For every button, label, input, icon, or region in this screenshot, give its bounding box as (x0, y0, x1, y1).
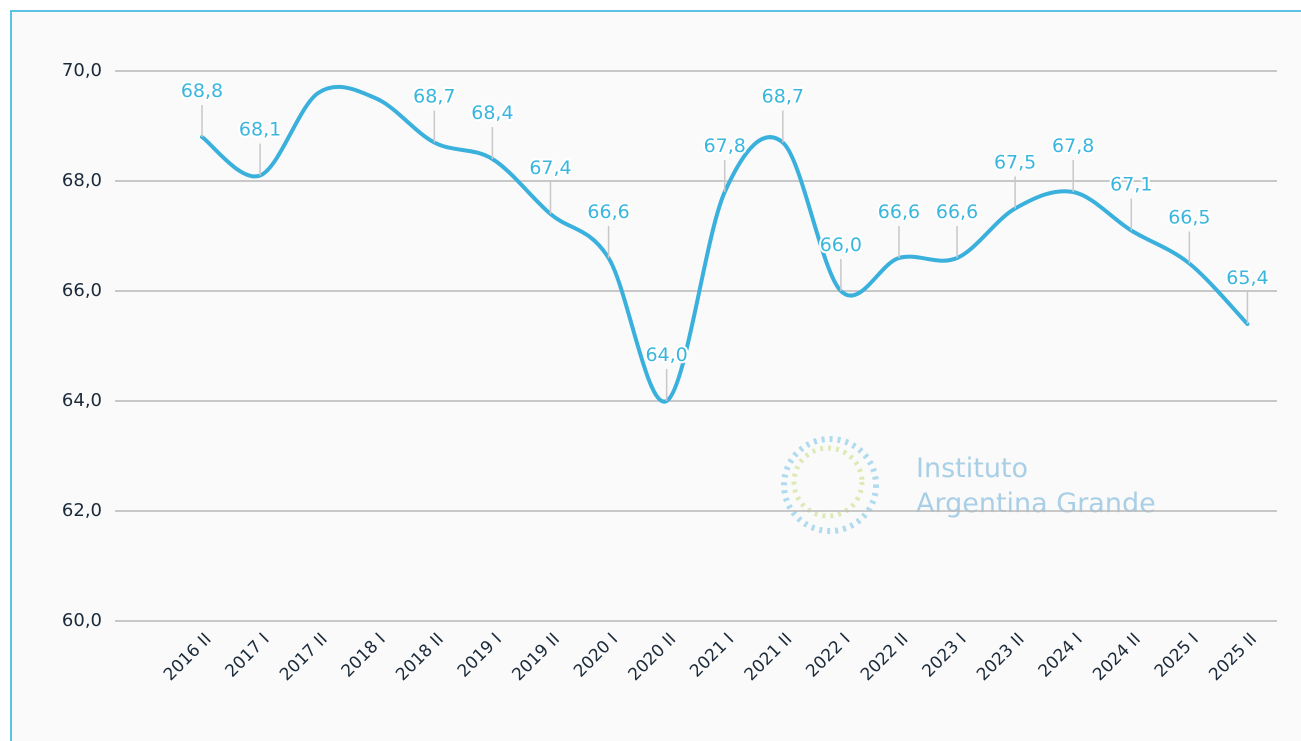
data-label: 67,4 (529, 157, 571, 179)
y-tick-label: 64,0 (62, 390, 102, 411)
data-label: 65,4 (1226, 267, 1268, 289)
data-label: 67,8 (1052, 135, 1094, 157)
y-tick-label: 60,0 (62, 610, 102, 631)
line (200, 84, 1250, 404)
data-label: 66,6 (936, 201, 978, 223)
data-label: 68,8 (181, 80, 223, 102)
data-label: 67,8 (704, 135, 746, 157)
data-label: 66,0 (820, 234, 862, 256)
y-tick-label: 70,0 (62, 60, 102, 81)
watermark-text: Instituto (916, 453, 1028, 484)
watermark-text: Argentina Grande (916, 488, 1156, 519)
data-label: 64,0 (645, 344, 687, 366)
data-label: 67,1 (1110, 174, 1152, 196)
data-label: 68,4 (471, 102, 513, 124)
data-label: 68,7 (413, 86, 455, 108)
data-label: 66,6 (587, 201, 629, 223)
frame (10, 10, 1301, 741)
y-tick-label: 66,0 (62, 280, 102, 301)
data-label: 68,7 (762, 86, 804, 108)
data-label: 67,5 (994, 152, 1036, 174)
watermark-logo (781, 436, 879, 534)
data-label: 68,1 (239, 119, 281, 141)
data-label: 66,5 (1168, 207, 1210, 229)
y-tick-label: 62,0 (62, 500, 102, 521)
data-label: 66,6 (878, 201, 920, 223)
y-tick-label: 68,0 (62, 170, 102, 191)
